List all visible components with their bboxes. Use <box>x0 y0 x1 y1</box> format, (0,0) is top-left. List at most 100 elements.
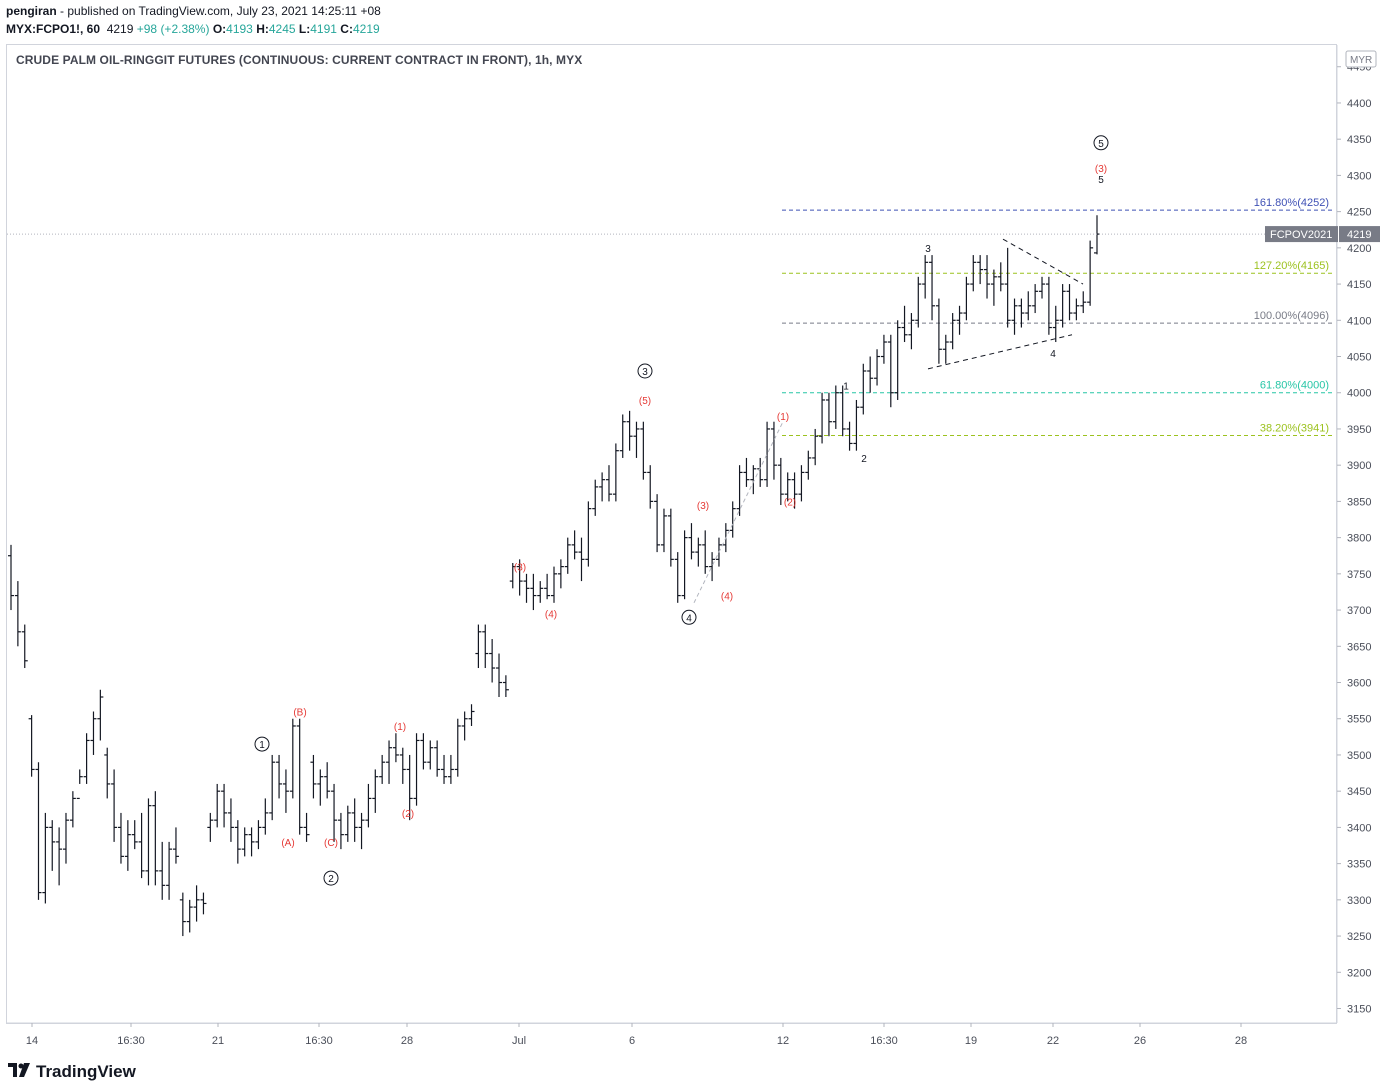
time-tick-label: 26 <box>1134 1035 1146 1047</box>
ohlc-bar <box>509 562 516 589</box>
wave-red-label: (1) <box>394 722 406 733</box>
ohlc-bar <box>935 298 942 364</box>
fib-level-label: 127.20%(4165) <box>1254 260 1329 272</box>
ohlc-bar <box>296 718 303 835</box>
ohlc-bar <box>1025 291 1032 321</box>
ohlc-bar <box>317 769 324 806</box>
wave-red-label: (C) <box>324 838 338 849</box>
ohlc-bar <box>221 783 228 828</box>
ohlc-bar <box>530 573 537 611</box>
ohlc-bar <box>887 334 894 408</box>
ohlc-bar <box>640 421 647 480</box>
ohlc-bar <box>984 255 991 299</box>
triangle-lower-line <box>927 334 1073 370</box>
high-label: H: <box>256 22 269 36</box>
ohlc-bar <box>1073 298 1080 321</box>
ohlc-bar <box>702 530 709 574</box>
wave-circle-label: 4 <box>686 613 692 624</box>
ohlc-bar <box>695 537 702 567</box>
ohlc-bar <box>420 733 427 770</box>
ohlc-bar <box>351 798 358 842</box>
ohlc-bar <box>124 820 131 871</box>
wave-red-label: (1) <box>777 412 789 423</box>
close-value: 4219 <box>352 22 380 36</box>
wave-red-label: (2) <box>784 497 796 508</box>
ohlc-bar <box>331 783 338 842</box>
footer-brand-text: TradingView <box>36 1062 136 1081</box>
open-value: 4193 <box>226 22 253 36</box>
ohlc-bar <box>42 812 49 904</box>
chart-title: CRUDE PALM OIL-RINGGIT FUTURES (CONTINUO… <box>16 53 583 67</box>
published-text: - published on TradingView.com, July 23,… <box>60 4 381 18</box>
ohlc-bar <box>633 421 640 458</box>
price-tick-label: 3750 <box>1347 569 1371 581</box>
price-tick-label: 3950 <box>1347 424 1371 436</box>
ohlc-bar <box>516 559 523 596</box>
ohlc-bar <box>193 885 200 922</box>
ohlc-bar <box>551 566 557 603</box>
ohlc-bar <box>152 791 159 886</box>
ohlc-bar <box>241 827 248 857</box>
ohlc-bar <box>729 501 736 538</box>
series-tag-label: FCPOV2021 <box>1270 229 1332 241</box>
time-tick-label: 16:30 <box>117 1035 145 1047</box>
ohlc-bar <box>56 827 63 886</box>
ohlc-bar <box>496 653 503 697</box>
price-tick-label: 3150 <box>1347 1004 1371 1016</box>
wave-red-label: (3) <box>514 563 526 574</box>
ohlc-bar <box>537 581 544 603</box>
ohlc-bar <box>69 791 76 828</box>
tradingview-logo-icon <box>8 1062 30 1082</box>
ohlc-bar <box>406 754 413 821</box>
wave-circle-marker <box>681 609 697 625</box>
ohlc-bar <box>248 827 255 857</box>
currency-label: MYR <box>1350 55 1372 66</box>
ohlc-bar <box>35 762 42 900</box>
ohlc-bar <box>276 754 283 799</box>
ohlc-bar <box>1045 276 1052 335</box>
ohlc-bar <box>104 747 111 799</box>
wave-circle-marker <box>323 870 339 886</box>
ohlc-bar <box>138 812 145 879</box>
ohlc-bar <box>76 769 83 800</box>
ohlc-bar <box>392 733 399 763</box>
ohlc-bar <box>131 820 138 850</box>
currency-box <box>1345 50 1377 68</box>
ohlc-bar <box>310 754 317 799</box>
ohlc-bar <box>365 783 372 828</box>
open-label: O: <box>212 22 227 36</box>
ohlc-bar <box>344 805 351 842</box>
wave-red-label: (4) <box>545 610 557 621</box>
ohlc-bar <box>434 740 441 777</box>
price-tick-label: 4250 <box>1347 207 1371 219</box>
ohlc-bar <box>83 733 90 784</box>
ohlc-bar <box>743 457 750 487</box>
ohlc-bar <box>117 812 124 864</box>
ohlc-bar <box>468 704 475 726</box>
ohlc-bar <box>62 812 69 864</box>
ohlc-bar <box>578 537 585 582</box>
price-tick-label: 3350 <box>1347 859 1371 871</box>
wave-circle-label: 3 <box>642 367 648 378</box>
ohlc-bar <box>791 472 798 509</box>
price-change: +98 (+2.38%) <box>136 22 210 36</box>
ohlc-bar <box>447 754 454 784</box>
last-price-label: 4219 <box>1347 229 1371 241</box>
ohlc-bar <box>482 624 489 669</box>
ohlc-bar <box>386 740 393 784</box>
ohlc-bar <box>681 530 688 600</box>
ohlc-bar <box>172 827 179 864</box>
ohlc-bar <box>1059 284 1066 328</box>
ohlc-bar <box>324 762 331 799</box>
ohlc-bar <box>709 552 716 582</box>
fib-level-label: 61.80%(4000) <box>1260 380 1329 392</box>
price-tick-label: 4350 <box>1347 134 1371 146</box>
ohlc-bar <box>908 313 915 350</box>
ohlc-bar <box>372 769 379 813</box>
ohlc-bar <box>874 349 881 386</box>
time-tick-label: 12 <box>777 1035 789 1047</box>
ohlc-bar <box>619 414 626 458</box>
ohlc-bar <box>269 754 276 821</box>
ohlc-bar <box>303 812 310 842</box>
